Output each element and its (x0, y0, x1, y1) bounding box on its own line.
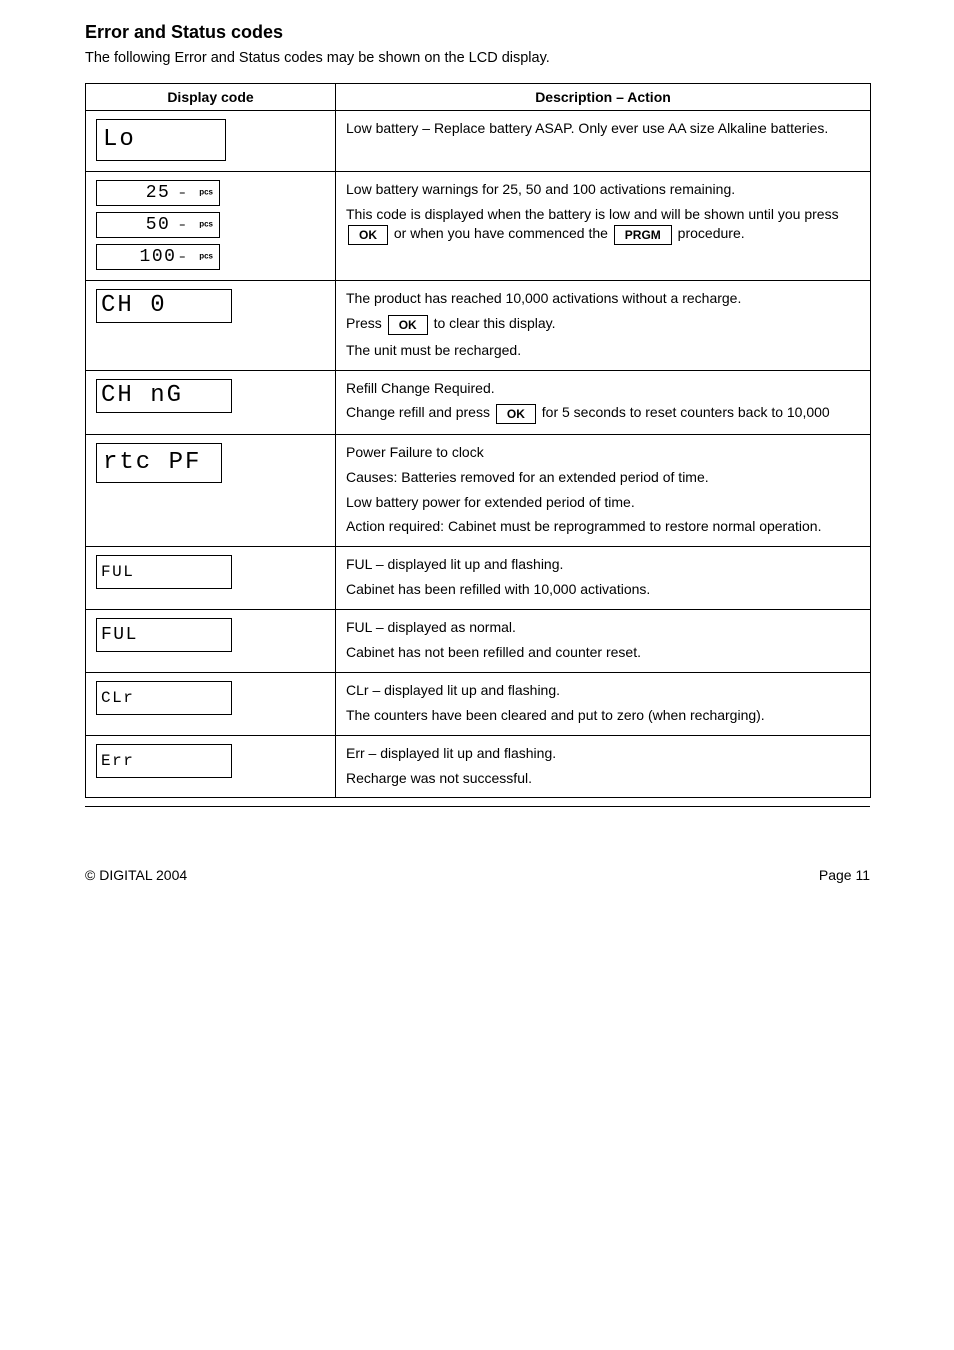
description-text: Low battery – Replace battery ASAP. Only… (346, 119, 860, 138)
description-text: Action required: Cabinet must be reprogr… (346, 517, 860, 536)
table-row: Lo Low battery – Replace battery ASAP. On… (86, 111, 871, 172)
ok-button: OK (496, 404, 536, 424)
lcd-text: CLr (101, 690, 134, 706)
intro-text: The following Error and Status codes may… (85, 49, 865, 69)
lcd-display: CLr (96, 681, 232, 715)
description-text: The product has reached 10,000 activatio… (346, 289, 860, 308)
description-cell: Low battery warnings for 25, 50 and 100 … (346, 180, 860, 244)
description-text: Refill Change Required. (346, 379, 860, 398)
description-text: The unit must be recharged. (346, 341, 860, 360)
pcs-label: pcs (199, 252, 213, 263)
lcd-display: CH 0 (96, 289, 232, 323)
prgm-button: PRGM (614, 225, 672, 245)
table-row: rtc PF Power Failure to clock Causes: Batt… (86, 434, 871, 547)
description-text: Recharge was not successful. (346, 769, 860, 788)
description-text: Cabinet has been refilled with 10,000 ac… (346, 580, 860, 599)
ok-button: OK (348, 225, 388, 245)
pcs-label: pcs (199, 220, 213, 231)
desc-cell: Err – displayed lit up and flashing. Rech… (336, 735, 871, 798)
description-text: FUL – displayed lit up and flashing. (346, 555, 860, 574)
lcd-text: 100 (140, 248, 177, 266)
table-row: 25–pcs50–pcs100–pcsLow battery warnings … (86, 172, 871, 281)
page-number: Page 11 (819, 867, 870, 883)
description-cell: Low battery – Replace battery ASAP. Only… (346, 119, 860, 138)
lcd-text: rtc PF (103, 451, 201, 475)
table-row: FUL FUL – displayed lit up and flashing. C… (86, 547, 871, 610)
desc-cell: Low battery warnings for 25, 50 and 100 … (336, 172, 871, 281)
table-row: Err Err – displayed lit up and flashing. R… (86, 735, 871, 798)
description-cell: The product has reached 10,000 activatio… (346, 289, 860, 359)
col-header-display: Display code (86, 83, 336, 111)
description-text: Low battery warnings for 25, 50 and 100 … (346, 180, 860, 199)
desc-cell: FUL – displayed lit up and flashing. Cabi… (336, 547, 871, 610)
description-cell: FUL – displayed as normal. Cabinet has no… (346, 618, 860, 662)
lcd-text: CH 0 (101, 294, 167, 318)
lcd-text: FUL (101, 626, 138, 644)
page-footer: © DIGITAL 2004 Page 11 (85, 867, 870, 883)
description-text: The counters have been cleared and put t… (346, 706, 860, 725)
table-row: FUL FUL – displayed as normal. Cabinet has… (86, 610, 871, 673)
lcd-text: FUL (101, 564, 134, 580)
lcd-display: Err (96, 744, 232, 778)
ok-button: OK (388, 315, 428, 335)
lcd-display: FUL (96, 555, 232, 589)
description-text: This code is displayed when the battery … (346, 205, 860, 244)
dash-icon: – (179, 251, 185, 265)
description-text: FUL – displayed as normal. (346, 618, 860, 637)
description-text: Err – displayed lit up and flashing. (346, 744, 860, 763)
description-cell: Err – displayed lit up and flashing. Rech… (346, 744, 860, 788)
description-cell: FUL – displayed lit up and flashing. Cabi… (346, 555, 860, 599)
desc-cell: CLr – displayed lit up and flashing. The … (336, 672, 871, 735)
lcd-display: CH nG (96, 379, 232, 413)
description-text: Press OK to clear this display. (346, 314, 860, 334)
lcd-display: 50– pcs (96, 212, 220, 238)
description-text: Cabinet has not been refilled and counte… (346, 643, 860, 662)
dash-icon: – (179, 219, 185, 233)
lcd-display: rtc PF (96, 443, 222, 483)
lcd-text: 50 (146, 216, 171, 234)
display-cell: CLr (86, 672, 336, 735)
lcd-text: Lo (103, 128, 136, 152)
description-text: CLr – displayed lit up and flashing. (346, 681, 860, 700)
display-cell: Lo (86, 111, 336, 172)
lcd-display: FUL (96, 618, 232, 652)
display-cell: rtc PF (86, 434, 336, 547)
desc-cell: The product has reached 10,000 activatio… (336, 281, 871, 370)
col-header-desc: Description – Action (336, 83, 871, 111)
description-cell: CLr – displayed lit up and flashing. The … (346, 681, 860, 725)
section-heading: Error and Status codes (85, 22, 954, 43)
description-cell: Power Failure to clock Causes: Batteries … (346, 443, 860, 537)
lcd-text: Err (101, 753, 134, 769)
display-cell: Err (86, 735, 336, 798)
display-cell: CH nG (86, 370, 336, 434)
description-text: Power Failure to clock (346, 443, 860, 462)
dash-icon: – (179, 187, 185, 201)
status-codes-table: Display code Description – Action Lo Low … (85, 83, 871, 799)
lcd-text: CH nG (101, 384, 183, 408)
description-text: Low battery power for extended period of… (346, 493, 860, 512)
desc-cell: Refill Change Required. Change refill and… (336, 370, 871, 434)
lcd-display: Lo (96, 119, 226, 161)
table-row: CH nG Refill Change Required. Change refil… (86, 370, 871, 434)
description-text: Causes: Batteries removed for an extende… (346, 468, 860, 487)
copyright: © DIGITAL 2004 (85, 867, 187, 883)
table-row: CLr CLr – displayed lit up and flashing. T… (86, 672, 871, 735)
table-row: CH 0 The product has reached 10,000 activ… (86, 281, 871, 370)
description-text: Change refill and press OK for 5 seconds… (346, 403, 860, 423)
description-cell: Refill Change Required. Change refill and… (346, 379, 860, 424)
lcd-display-stack: 25–pcs50–pcs100–pcs (96, 180, 325, 270)
footer-rule (85, 806, 870, 807)
lcd-display: 25– pcs (96, 180, 220, 206)
display-cell: FUL (86, 547, 336, 610)
desc-cell: FUL – displayed as normal. Cabinet has no… (336, 610, 871, 673)
lcd-display: 100– pcs (96, 244, 220, 270)
lcd-text: 25 (146, 184, 171, 202)
desc-cell: Power Failure to clock Causes: Batteries … (336, 434, 871, 547)
desc-cell: Low battery – Replace battery ASAP. Only… (336, 111, 871, 172)
pcs-label: pcs (199, 188, 213, 199)
display-cell: CH 0 (86, 281, 336, 370)
display-cell: 25–pcs50–pcs100–pcs (86, 172, 336, 281)
display-cell: FUL (86, 610, 336, 673)
